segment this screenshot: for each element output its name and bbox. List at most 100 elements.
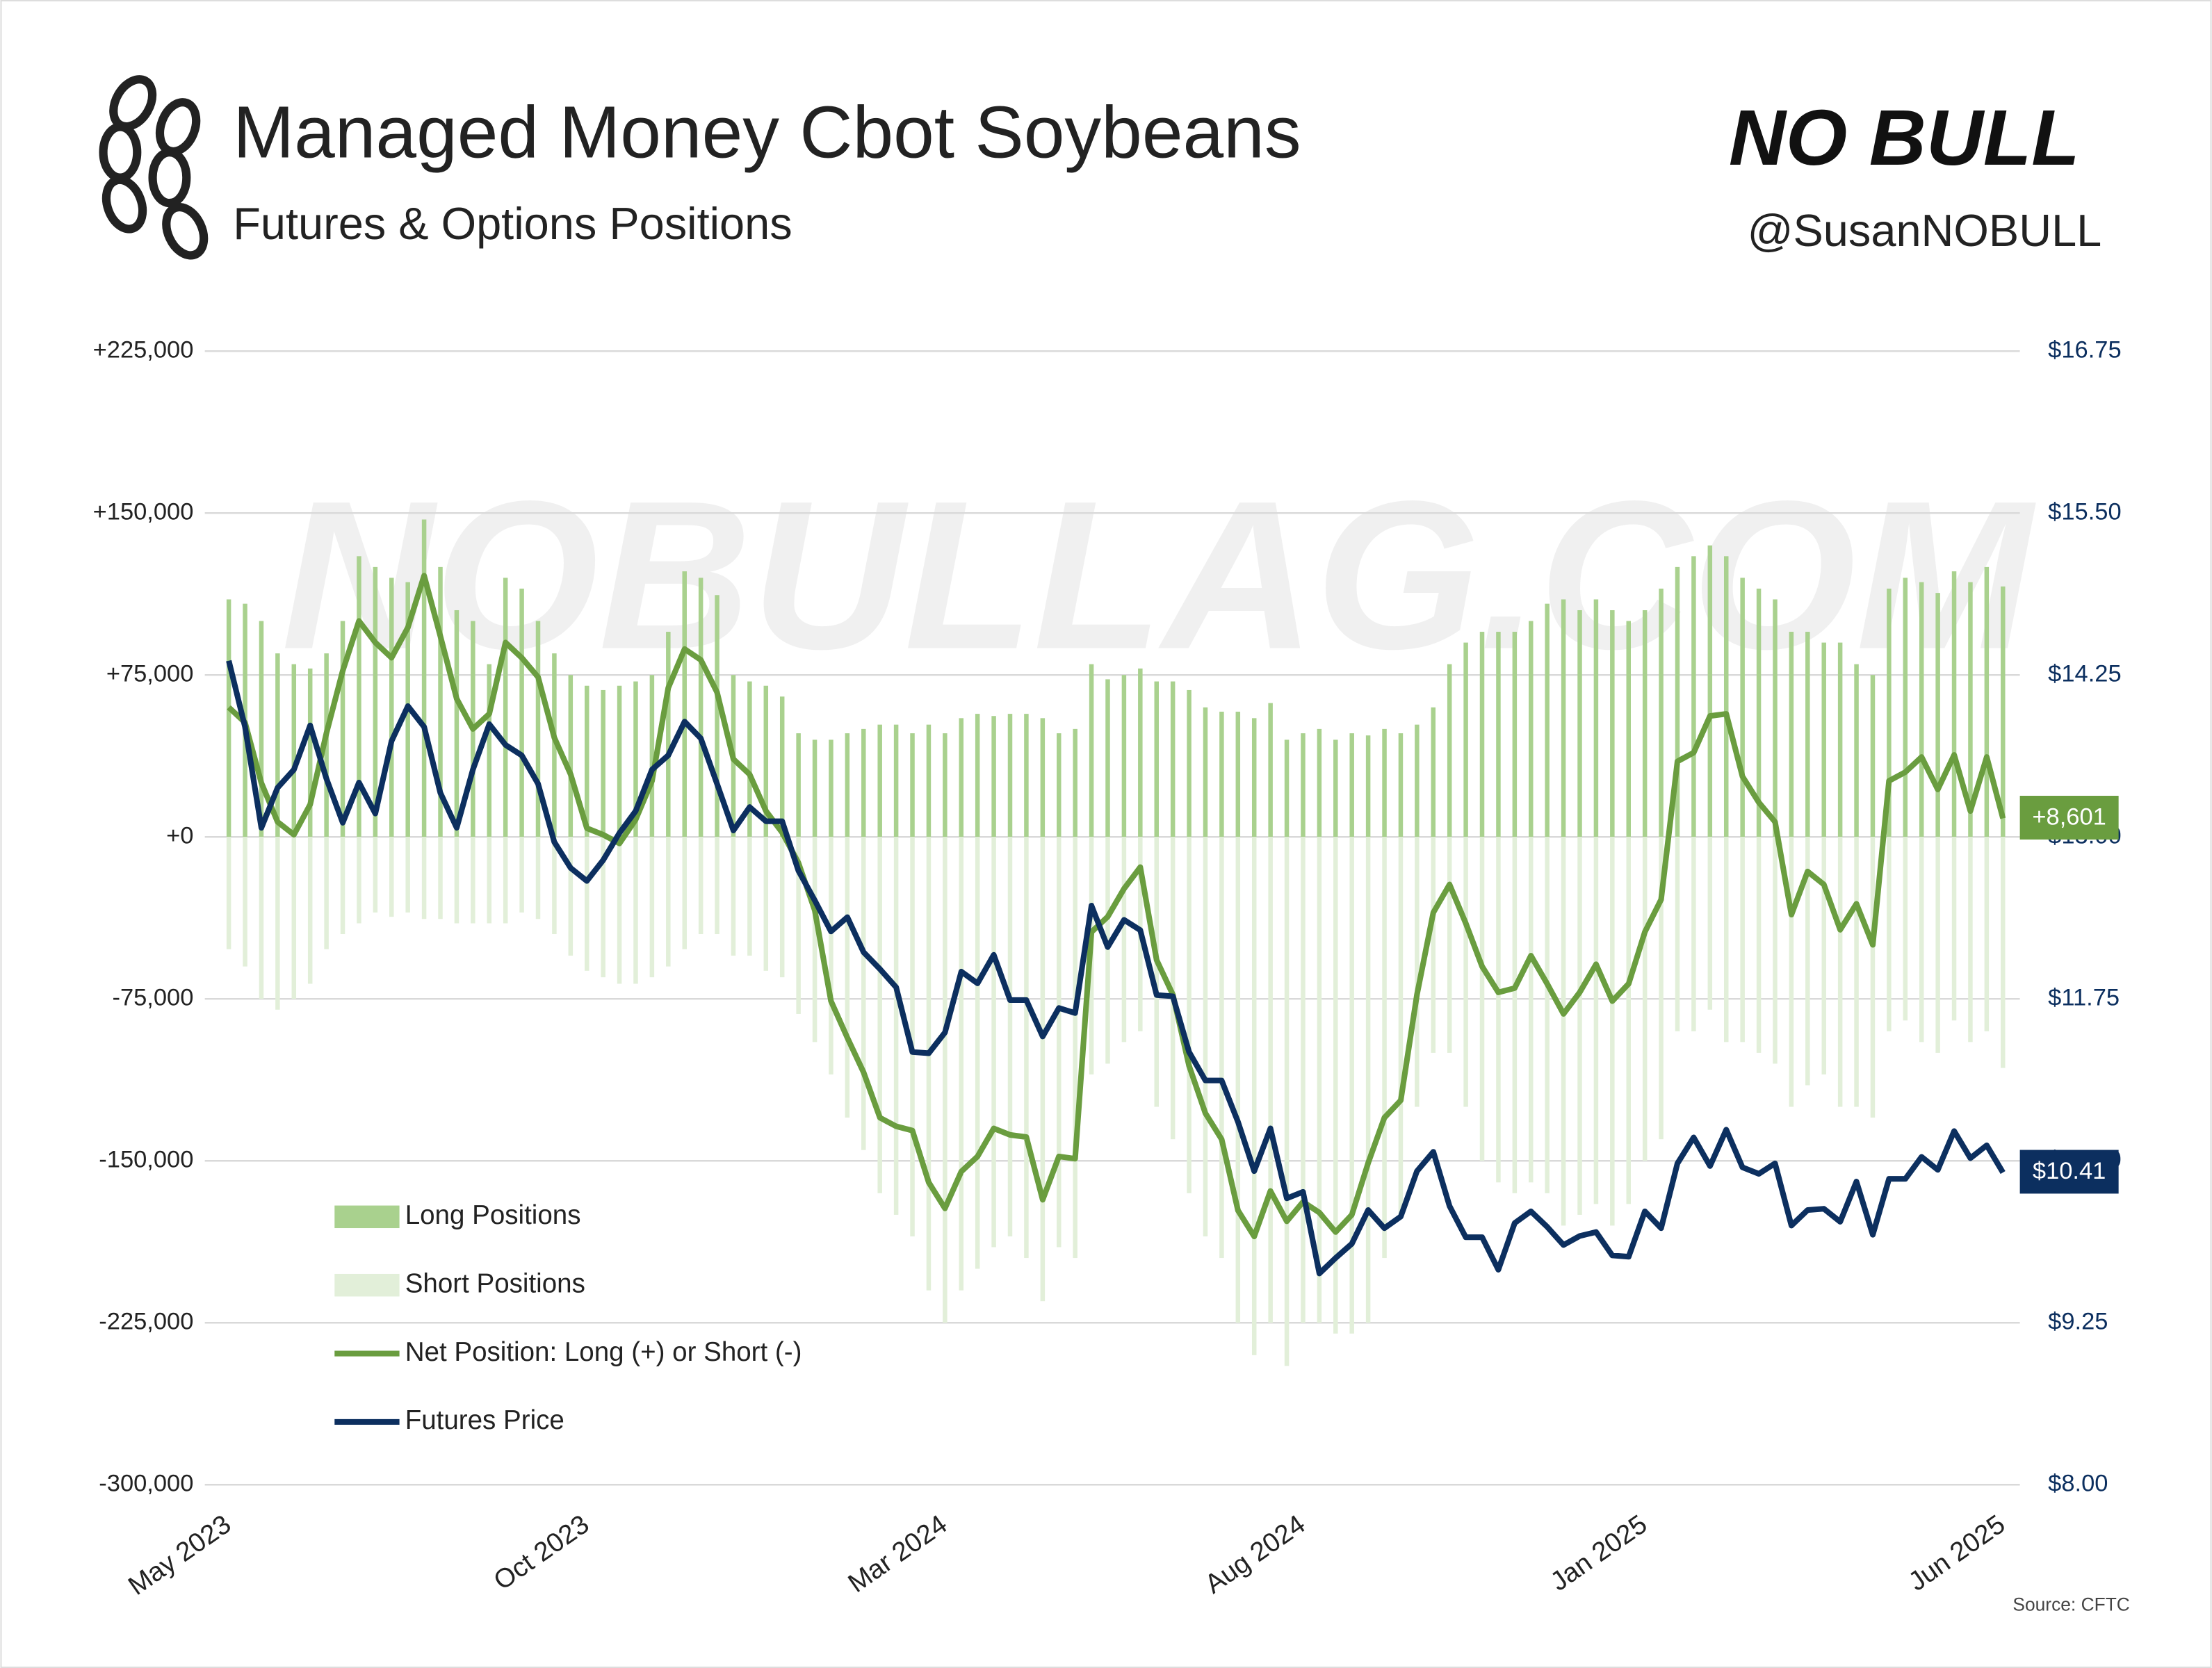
bar — [1040, 837, 1046, 1302]
bar — [1415, 837, 1420, 1107]
bar — [1935, 837, 1940, 1053]
bar — [357, 837, 361, 924]
value-label: $10.41 — [2033, 1158, 2106, 1184]
bar — [584, 685, 589, 837]
bar — [1577, 610, 1582, 837]
bar — [1642, 837, 1648, 1161]
bar — [649, 837, 655, 978]
value-label-box — [2019, 1150, 2119, 1194]
bar — [1496, 837, 1501, 1183]
bar — [1154, 681, 1159, 837]
bar — [682, 837, 687, 949]
bar — [1301, 733, 1306, 837]
bar — [1707, 545, 1713, 837]
bar — [1935, 593, 1940, 837]
bar — [275, 837, 280, 1010]
bar — [1203, 837, 1208, 1236]
bar — [763, 685, 769, 837]
bar — [943, 837, 948, 1323]
bar — [503, 837, 508, 924]
bar — [861, 728, 866, 837]
bar — [1984, 837, 1990, 1031]
bar — [324, 837, 329, 949]
bar — [1837, 642, 1843, 837]
bar — [1675, 566, 1680, 837]
bar — [1447, 664, 1452, 837]
bar — [796, 837, 801, 1014]
legend-label: Short Positions — [405, 1268, 585, 1298]
bar — [1024, 714, 1029, 837]
legend-swatch — [334, 1205, 400, 1229]
legend-label: Net Position: Long (+) or Short (-) — [405, 1337, 802, 1367]
bar — [1057, 733, 1062, 837]
bar — [991, 837, 996, 1248]
bar — [861, 837, 866, 1150]
value-label: +8,601 — [2032, 804, 2106, 831]
bar — [405, 837, 410, 913]
bar — [666, 837, 671, 967]
bar — [731, 837, 736, 956]
bar — [1740, 578, 1745, 837]
bar — [340, 621, 345, 837]
bar — [1561, 599, 1566, 837]
bar — [1089, 664, 1094, 837]
bar — [1317, 728, 1322, 837]
brand-logo: NO BULL — [1729, 94, 2080, 182]
bar — [1479, 837, 1485, 1161]
bar — [747, 681, 752, 837]
bar — [535, 837, 541, 919]
bar — [1691, 837, 1696, 1031]
bar — [763, 837, 769, 971]
bar — [1301, 837, 1306, 1323]
bar — [307, 837, 313, 984]
bar — [812, 739, 818, 837]
bar — [1431, 837, 1436, 1053]
bar — [1545, 603, 1550, 837]
bar — [1479, 632, 1485, 837]
bar — [1919, 582, 1924, 837]
bar — [1219, 837, 1224, 1259]
bar — [1382, 728, 1387, 837]
bar — [959, 718, 964, 837]
bar — [1105, 679, 1110, 837]
bar — [1642, 610, 1648, 837]
y-tick-label: -150,000 — [99, 1146, 193, 1172]
bar — [666, 632, 671, 837]
bar — [633, 681, 638, 837]
bar — [340, 837, 345, 935]
bar — [373, 837, 378, 913]
bar — [1789, 632, 1794, 837]
bar — [1740, 837, 1745, 1042]
bar — [991, 716, 996, 837]
legend-label: Futures Price — [405, 1405, 564, 1435]
end-labels: +8,601 $10.41 — [2019, 796, 2119, 1194]
value-label-box — [2019, 796, 2119, 840]
bar — [1691, 556, 1696, 837]
bar — [275, 653, 280, 837]
bar — [747, 837, 752, 956]
bar — [1235, 712, 1241, 837]
bar — [910, 733, 915, 837]
legend-label: Long Positions — [405, 1200, 581, 1230]
bar — [438, 837, 443, 919]
bar — [1349, 837, 1354, 1334]
bar — [503, 578, 508, 837]
y-tick-label: +225,000 — [93, 336, 194, 363]
y-tick-label: -300,000 — [99, 1470, 193, 1496]
bar — [1251, 837, 1257, 1355]
y-tick-label: -75,000 — [112, 984, 193, 1011]
bar — [487, 664, 491, 837]
bar — [1203, 707, 1208, 837]
bar — [1268, 703, 1273, 837]
bar — [1529, 837, 1534, 1183]
bar — [1593, 837, 1599, 1204]
bar — [1138, 668, 1143, 837]
bar — [1854, 837, 1859, 1107]
bar — [389, 837, 394, 917]
bar — [1870, 675, 1876, 837]
bar — [1007, 714, 1013, 837]
bar — [1333, 739, 1338, 837]
bar — [1723, 837, 1729, 1042]
bar — [1024, 837, 1029, 1259]
bar — [535, 621, 541, 837]
